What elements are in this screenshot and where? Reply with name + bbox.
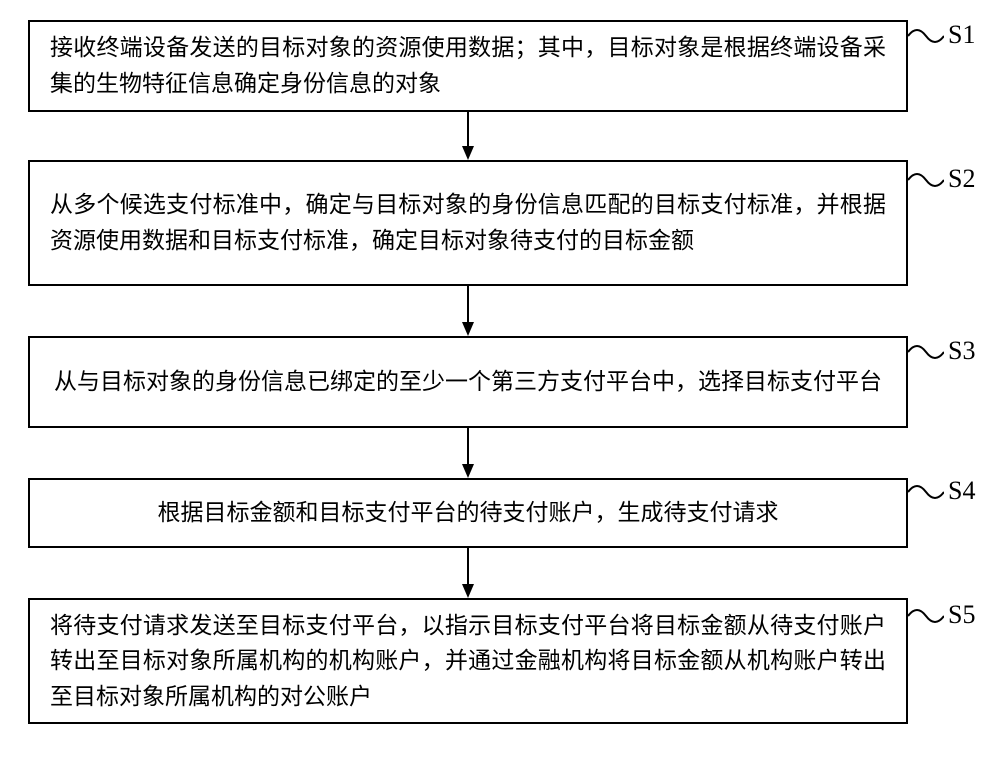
callout-connector (908, 168, 944, 192)
callout-connector (908, 340, 944, 364)
step-box-s2: 从多个候选支付标准中，确定与目标对象的身份信息匹配的目标支付标准，并根据资源使用… (28, 160, 908, 286)
callout-connector (908, 24, 944, 48)
callout-connector (908, 604, 944, 628)
step-label-s5: S5 (948, 600, 975, 630)
step-box-s1: 接收终端设备发送的目标对象的资源使用数据；其中，目标对象是根据终端设备采集的生物… (28, 20, 908, 112)
step-box-s4: 根据目标金额和目标支付平台的待支付账户，生成待支付请求 (28, 478, 908, 548)
step-text: 从多个候选支付标准中，确定与目标对象的身份信息匹配的目标支付标准，并根据资源使用… (50, 187, 886, 258)
flow-arrow (448, 286, 488, 336)
callout-connector (908, 480, 944, 504)
step-box-s5: 将待支付请求发送至目标支付平台，以指示目标支付平台将目标金额从待支付账户转出至目… (28, 598, 908, 724)
step-text: 接收终端设备发送的目标对象的资源使用数据；其中，目标对象是根据终端设备采集的生物… (50, 30, 886, 101)
flow-arrow (448, 428, 488, 478)
step-text: 将待支付请求发送至目标支付平台，以指示目标支付平台将目标金额从待支付账户转出至目… (50, 608, 886, 715)
flow-arrow (448, 548, 488, 598)
step-label-s3: S3 (948, 336, 975, 366)
flowchart-container: 接收终端设备发送的目标对象的资源使用数据；其中，目标对象是根据终端设备采集的生物… (0, 0, 1000, 766)
step-label-s4: S4 (948, 476, 975, 506)
flow-arrow (448, 112, 488, 160)
step-box-s3: 从与目标对象的身份信息已绑定的至少一个第三方支付平台中，选择目标支付平台 (28, 336, 908, 428)
step-label-s1: S1 (948, 20, 975, 50)
step-text: 根据目标金额和目标支付平台的待支付账户，生成待支付请求 (158, 495, 779, 531)
step-text: 从与目标对象的身份信息已绑定的至少一个第三方支付平台中，选择目标支付平台 (54, 364, 882, 400)
step-label-s2: S2 (948, 164, 975, 194)
